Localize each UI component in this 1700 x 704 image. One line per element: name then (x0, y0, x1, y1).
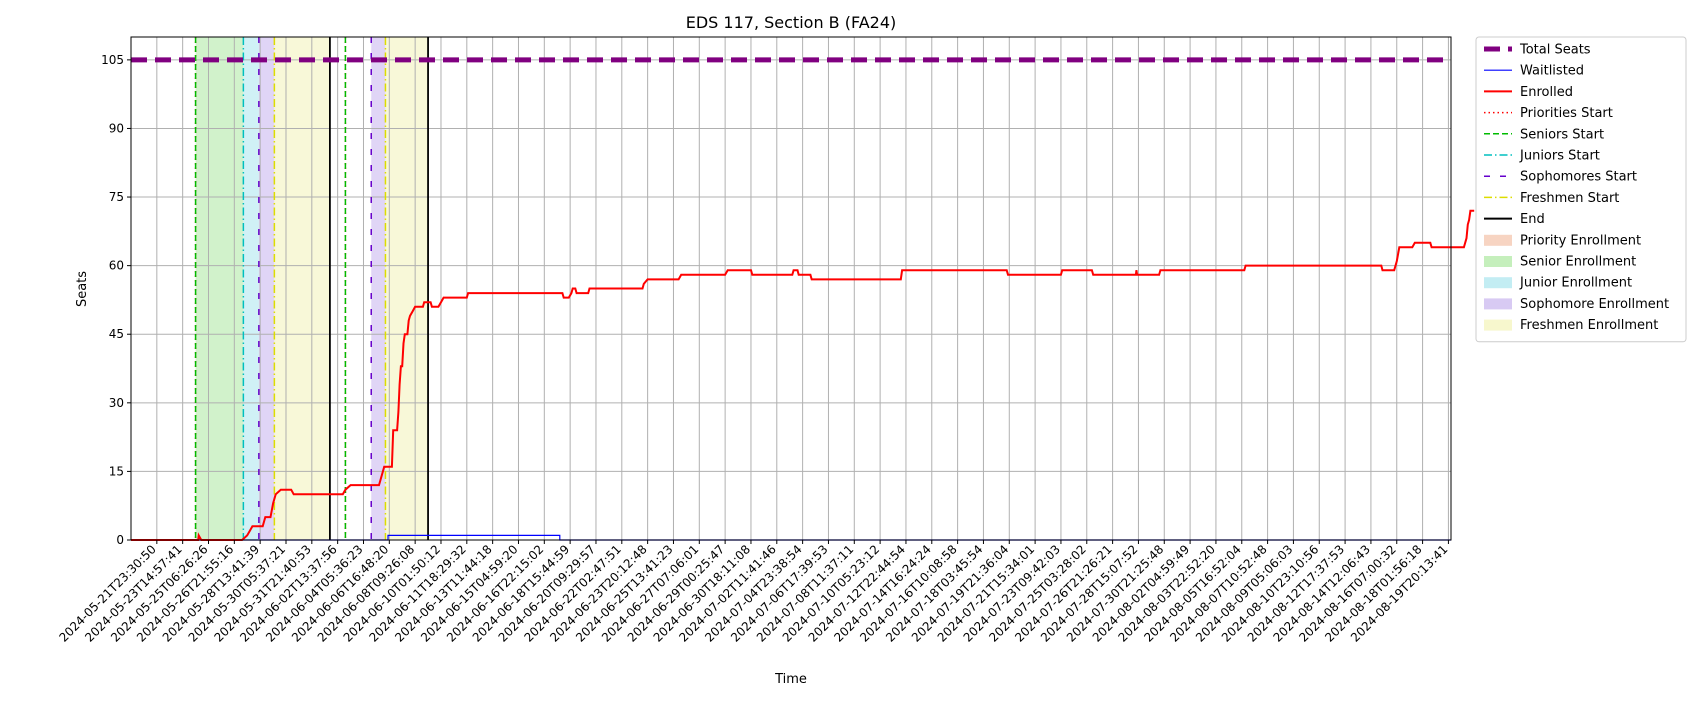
span-senior-enrollment (195, 37, 244, 540)
span-freshmen-enrollment (274, 37, 330, 540)
legend-label-seniors-start: Seniors Start (1520, 127, 1604, 142)
legend-swatch-sophomore-enrollment (1484, 298, 1512, 310)
y-tick-label: 75 (109, 190, 124, 204)
y-tick-label: 105 (101, 53, 124, 67)
y-tick-label: 90 (109, 121, 124, 135)
chart-title: EDS 117, Section B (FA24) (686, 13, 897, 32)
enrollment-spans (195, 37, 429, 540)
legend: Total Seats Waitlisted Enrolled Priorities … (1475, 36, 1687, 343)
legend-label-junior-enrollment: Junior Enrollment (1519, 276, 1632, 291)
y-tick-label: 30 (109, 396, 124, 410)
legend-swatch-priority-enrollment (1484, 234, 1512, 246)
legend-label-priorities-start: Priorities Start (1520, 106, 1613, 121)
y-tick-label: 60 (109, 259, 124, 273)
y-tick-label: 0 (116, 533, 124, 547)
y-tick-label: 45 (109, 327, 124, 341)
plot-frame (130, 36, 1452, 541)
legend-label-freshmen-start: Freshmen Start (1520, 191, 1619, 206)
legend-label-freshmen-enrollment: Freshmen Enrollment (1520, 318, 1658, 333)
legend-label-senior-enrollment: Senior Enrollment (1520, 255, 1636, 270)
grid-lines (131, 37, 1451, 541)
legend-label-sophomores-start: Sophomores Start (1520, 170, 1637, 185)
span-sophomore-enrollment (371, 37, 386, 540)
y-tick-label: 15 (109, 464, 124, 478)
x-axis-label: Time (774, 672, 807, 687)
legend-label-waitlisted: Waitlisted (1520, 64, 1584, 79)
legend-swatch-senior-enrollment (1484, 256, 1512, 267)
span-sophomore-enrollment (258, 37, 275, 540)
span-junior-enrollment (243, 37, 259, 540)
legend-label-end: End (1520, 212, 1545, 227)
legend-label-juniors-start: Juniors Start (1519, 149, 1600, 164)
legend-label-enrolled: Enrolled (1520, 85, 1573, 100)
legend-swatch-freshmen-enrollment (1484, 319, 1512, 331)
x-axis: 2024-05-21T23:30:502024-05-23T14:57:4120… (56, 540, 1451, 645)
legend-box (1475, 36, 1687, 343)
legend-label-total-seats: Total Seats (1519, 43, 1591, 58)
legend-label-sophomore-enrollment: Sophomore Enrollment (1520, 297, 1669, 312)
legend-label-priority-enrollment: Priority Enrollment (1520, 233, 1641, 248)
legend-swatch-junior-enrollment (1484, 277, 1512, 289)
y-axis-label: Seats (75, 271, 90, 307)
y-axis: 0 15 30 45 60 75 90 105 (101, 53, 131, 547)
series-enrolled (131, 209, 1475, 541)
phase-markers (194, 37, 429, 540)
